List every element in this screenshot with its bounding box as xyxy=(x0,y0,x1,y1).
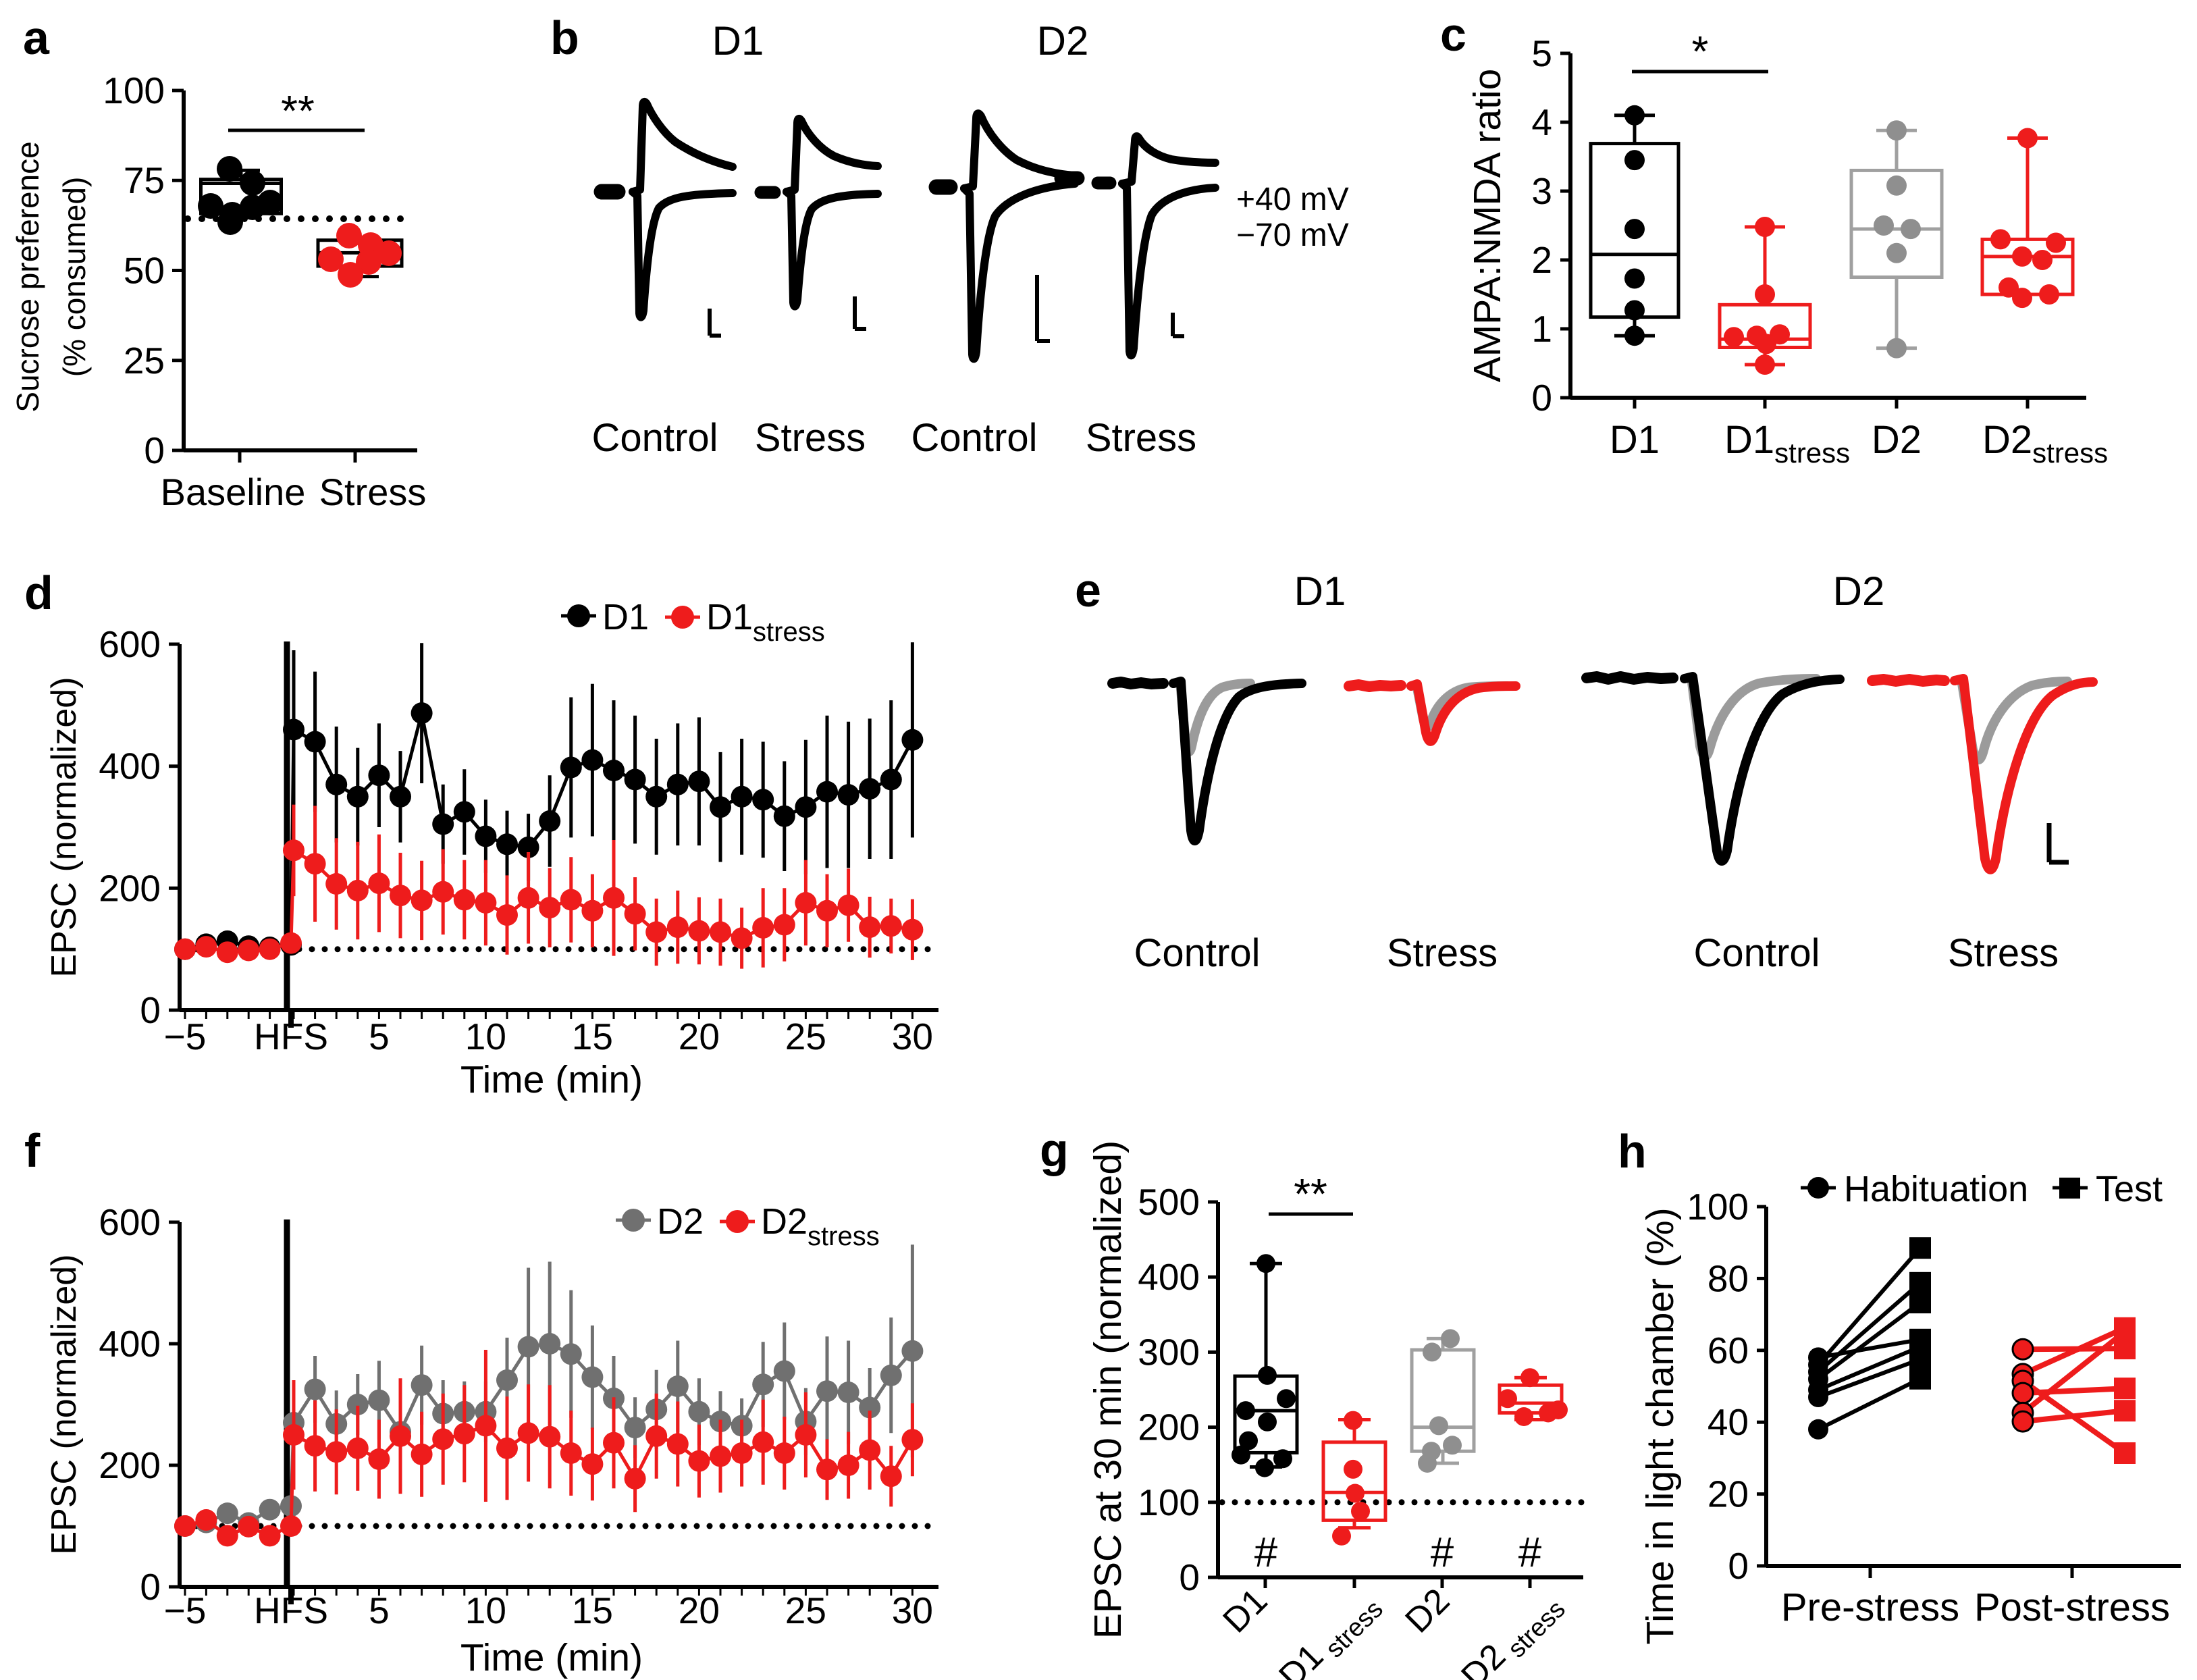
svg-text:200: 200 xyxy=(1138,1407,1200,1448)
svg-text:400: 400 xyxy=(1138,1256,1200,1298)
svg-text:3: 3 xyxy=(1531,170,1552,212)
svg-text:#: # xyxy=(1518,1529,1542,1576)
svg-text:Control: Control xyxy=(592,416,718,460)
svg-text:**: ** xyxy=(281,86,315,135)
svg-text:#: # xyxy=(1431,1529,1454,1576)
svg-text:75: 75 xyxy=(124,159,165,201)
svg-text:HFS: HFS xyxy=(254,1016,328,1057)
svg-text:4: 4 xyxy=(1531,101,1552,143)
svg-text:b: b xyxy=(550,11,579,64)
svg-text:Time in light chamber (%): Time in light chamber (%) xyxy=(1639,1207,1682,1644)
svg-text:200: 200 xyxy=(99,1444,161,1486)
svg-text:2: 2 xyxy=(1531,239,1552,281)
svg-text:#: # xyxy=(1254,1529,1278,1576)
svg-text:20: 20 xyxy=(679,1590,720,1631)
svg-text:25: 25 xyxy=(785,1590,826,1631)
svg-text:80: 80 xyxy=(1708,1257,1749,1299)
svg-text:60: 60 xyxy=(1708,1330,1749,1371)
svg-text:10: 10 xyxy=(465,1590,506,1631)
svg-text:**: ** xyxy=(1294,1170,1327,1218)
svg-text:h: h xyxy=(1618,1125,1647,1178)
svg-text:f: f xyxy=(24,1124,41,1177)
svg-text:Time (min): Time (min) xyxy=(460,1058,643,1101)
svg-text:Post-stress: Post-stress xyxy=(1974,1585,2170,1629)
svg-text:30: 30 xyxy=(892,1590,933,1631)
svg-text:D2: D2 xyxy=(1872,418,1922,462)
svg-text:50: 50 xyxy=(124,250,165,292)
svg-text:D1: D1 xyxy=(602,597,649,637)
svg-text:500: 500 xyxy=(1138,1181,1200,1223)
svg-text:0: 0 xyxy=(140,1566,161,1608)
svg-text:D1stress: D1stress xyxy=(1724,418,1850,469)
svg-text:EPSC at 30 min (normalized): EPSC at 30 min (normalized) xyxy=(1086,1140,1130,1639)
svg-text:1: 1 xyxy=(1531,308,1552,350)
svg-text:g: g xyxy=(1040,1124,1069,1176)
svg-text:25: 25 xyxy=(785,1016,826,1057)
svg-text:d: d xyxy=(24,567,53,619)
svg-text:25: 25 xyxy=(124,340,165,382)
svg-text:5: 5 xyxy=(369,1590,390,1631)
svg-text:100: 100 xyxy=(1687,1186,1749,1228)
svg-text:Stress: Stress xyxy=(755,416,866,460)
svg-text:0: 0 xyxy=(1179,1556,1200,1598)
svg-text:D2: D2 xyxy=(1037,18,1089,63)
svg-text:HFS: HFS xyxy=(254,1590,328,1631)
svg-text:Sucrose preference: Sucrose preference xyxy=(10,141,45,412)
svg-text:EPSC (normalized): EPSC (normalized) xyxy=(45,1254,84,1554)
svg-text:0: 0 xyxy=(140,989,161,1031)
svg-text:EPSC (normalized): EPSC (normalized) xyxy=(45,677,84,977)
svg-text:400: 400 xyxy=(99,745,161,787)
svg-text:−5: −5 xyxy=(164,1590,207,1631)
svg-text:Stress: Stress xyxy=(1086,416,1196,460)
svg-text:40: 40 xyxy=(1708,1401,1749,1443)
svg-text:100: 100 xyxy=(103,70,165,111)
svg-text:+40 mV: +40 mV xyxy=(1236,182,1349,217)
svg-text:(% consumed): (% consumed) xyxy=(57,177,92,377)
svg-text:10: 10 xyxy=(465,1016,506,1057)
svg-text:600: 600 xyxy=(99,1201,161,1243)
svg-text:−70 mV: −70 mV xyxy=(1236,217,1349,253)
svg-text:100: 100 xyxy=(1138,1481,1200,1523)
svg-text:Pre-stress: Pre-stress xyxy=(1781,1585,1959,1629)
svg-text:200: 200 xyxy=(99,867,161,909)
svg-text:0: 0 xyxy=(1728,1545,1749,1587)
svg-text:600: 600 xyxy=(99,623,161,665)
svg-text:Habituation: Habituation xyxy=(1844,1169,2028,1209)
svg-text:D2: D2 xyxy=(657,1201,704,1242)
svg-text:5: 5 xyxy=(1531,32,1552,74)
svg-text:400: 400 xyxy=(99,1323,161,1365)
svg-text:D1: D1 xyxy=(712,18,764,63)
svg-text:*: * xyxy=(1692,27,1709,76)
svg-text:30: 30 xyxy=(892,1016,933,1057)
svg-text:AMPA:NMDA ratio: AMPA:NMDA ratio xyxy=(1466,69,1509,383)
svg-text:0: 0 xyxy=(144,429,165,471)
svg-text:Stress: Stress xyxy=(319,471,427,513)
svg-text:Control: Control xyxy=(911,416,1038,460)
svg-text:D1: D1 xyxy=(1610,418,1660,462)
svg-text:e: e xyxy=(1075,564,1101,616)
svg-text:Time (min): Time (min) xyxy=(460,1636,643,1679)
svg-text:D1: D1 xyxy=(1294,569,1346,614)
svg-text:Baseline: Baseline xyxy=(161,471,306,513)
svg-text:15: 15 xyxy=(572,1016,613,1057)
svg-text:15: 15 xyxy=(572,1590,613,1631)
svg-text:20: 20 xyxy=(1708,1473,1749,1515)
svg-text:0: 0 xyxy=(1531,377,1552,419)
svg-text:Control: Control xyxy=(1694,931,1820,975)
svg-text:Control: Control xyxy=(1134,931,1261,975)
svg-text:20: 20 xyxy=(679,1016,720,1057)
svg-text:a: a xyxy=(23,11,50,64)
svg-text:D2: D2 xyxy=(1833,569,1885,614)
svg-text:Test: Test xyxy=(2096,1169,2163,1209)
svg-text:5: 5 xyxy=(369,1016,390,1057)
svg-text:Stress: Stress xyxy=(1948,931,2059,975)
svg-text:Stress: Stress xyxy=(1387,931,1498,975)
svg-text:300: 300 xyxy=(1138,1331,1200,1373)
svg-text:−5: −5 xyxy=(164,1016,207,1057)
svg-text:c: c xyxy=(1440,8,1466,61)
